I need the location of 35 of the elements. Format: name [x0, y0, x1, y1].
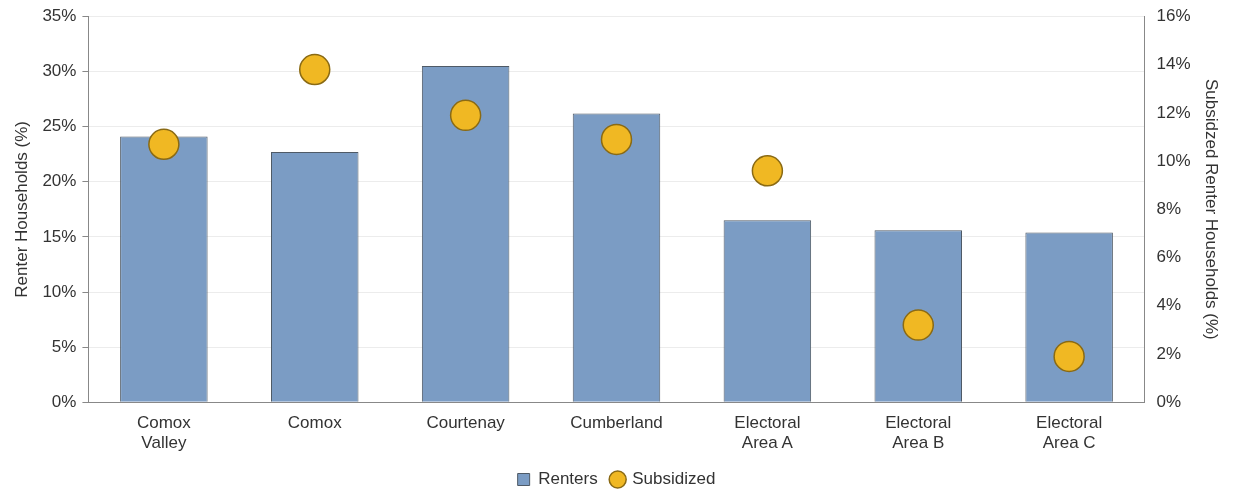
- y2-tick-label: 10%: [1156, 150, 1191, 170]
- point: [298, 53, 331, 86]
- y2-tick-label: 4%: [1156, 295, 1182, 315]
- legend-label: Renters: [538, 469, 598, 489]
- y2-tick-label: 16%: [1156, 6, 1191, 26]
- x-tick-label: Electoral Area C: [1036, 413, 1103, 453]
- x-tick-label: Courtenay: [426, 413, 506, 433]
- x-tick-label: Comox Valley: [136, 413, 192, 453]
- y2-tick-label: 14%: [1156, 54, 1191, 74]
- y-tick-label: 30%: [42, 61, 77, 81]
- point: [902, 309, 935, 341]
- y-axis-title: Renter Households (%): [11, 121, 31, 298]
- y-tick-label: 0%: [51, 391, 77, 411]
- x-tick-label: Electoral Area A: [734, 413, 801, 453]
- y2-tick-label: 12%: [1156, 102, 1191, 122]
- y2-axis-title: Subsidzed Renter Households (%): [1202, 78, 1222, 340]
- x-tick-label: Electoral Area B: [885, 413, 952, 453]
- point: [751, 155, 784, 187]
- y-tick-label: 25%: [42, 116, 77, 136]
- x-tick-label: Cumberland: [570, 413, 663, 433]
- y-tick-label: 15%: [42, 226, 77, 246]
- y2-tick-label: 0%: [1156, 391, 1182, 411]
- y-tick-label: 10%: [42, 281, 77, 301]
- point: [148, 128, 180, 161]
- y2-tick-label: 8%: [1156, 199, 1182, 219]
- point: [1053, 340, 1085, 373]
- y-tick-label: 35%: [42, 6, 77, 26]
- x-tick-label: Comox: [287, 413, 343, 433]
- y-tick-label: 5%: [51, 336, 77, 356]
- point: [449, 99, 482, 132]
- y2-tick-label: 6%: [1156, 247, 1182, 267]
- y2-tick-label: 2%: [1156, 343, 1182, 363]
- point: [600, 123, 633, 156]
- y-tick-label: 20%: [42, 171, 77, 191]
- legend-label: Subsidized: [632, 469, 716, 489]
